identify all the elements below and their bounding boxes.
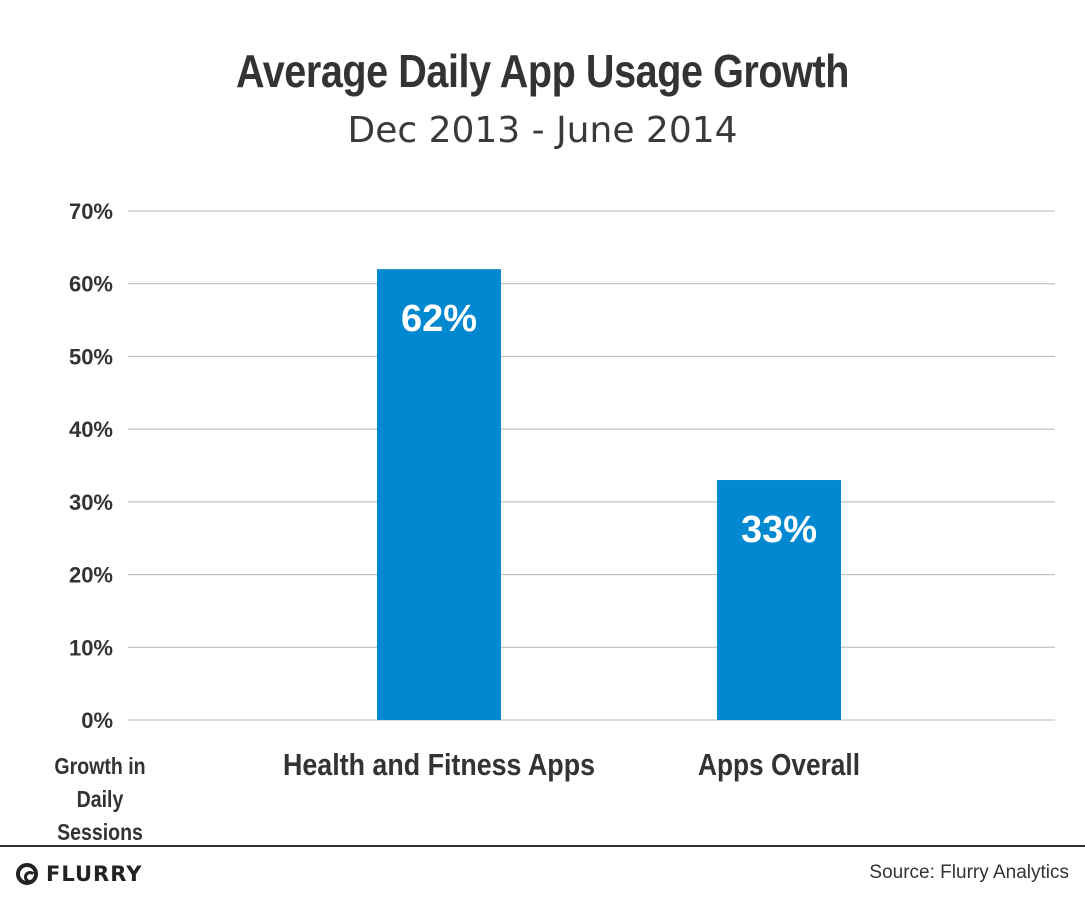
bar-chart: 0% 10% 20% 30% 40% 50% 60% 70% 62% 33% Health an…	[69, 199, 1055, 782]
x-axis-ticks: Health and Fitness Apps Apps Overall	[283, 747, 860, 782]
y-tick-label: 10%	[69, 635, 113, 660]
logo-text: FLURRY	[46, 862, 143, 886]
x-tick-label: Apps Overall	[698, 747, 860, 782]
bar	[377, 269, 501, 720]
y-tick-label: 40%	[69, 417, 113, 442]
y-tick-label: 60%	[69, 272, 113, 297]
data-labels: 62% 33%	[401, 298, 817, 551]
y-axis-ticks: 0% 10% 20% 30% 40% 50% 60% 70%	[69, 199, 113, 733]
gridlines	[128, 210, 1055, 721]
y-axis-label: Growth in Daily Sessions	[54, 753, 146, 845]
chart-title: Average Daily App Usage Growth	[236, 45, 849, 97]
flurry-logo-icon	[16, 863, 38, 885]
data-label: 33%	[741, 509, 817, 551]
bars	[377, 269, 841, 720]
y-tick-label: 20%	[69, 563, 113, 588]
chart-subtitle: Dec 2013 - June 2014	[347, 110, 738, 151]
bar	[717, 480, 841, 720]
data-label: 62%	[401, 298, 477, 340]
footer-divider	[0, 845, 1085, 847]
y-tick-label: 70%	[69, 199, 113, 224]
y-tick-label: 30%	[69, 490, 113, 515]
x-tick-label: Health and Fitness Apps	[283, 747, 595, 782]
source-note: Source: Flurry Analytics	[869, 862, 1069, 883]
y-tick-label: 0%	[81, 708, 113, 733]
y-tick-label: 50%	[69, 344, 113, 369]
flurry-logo: FLURRY	[16, 857, 142, 891]
